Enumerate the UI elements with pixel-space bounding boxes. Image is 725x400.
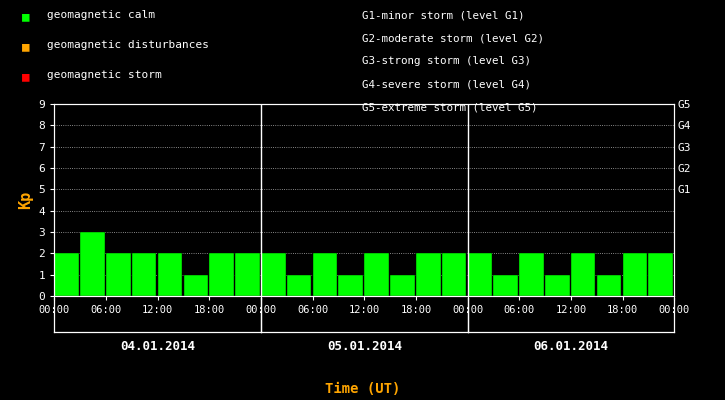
Bar xyxy=(235,253,260,296)
Bar xyxy=(390,275,415,296)
Bar xyxy=(132,253,157,296)
Text: ■: ■ xyxy=(22,40,29,53)
Y-axis label: Kp: Kp xyxy=(18,191,33,209)
Bar xyxy=(571,253,595,296)
Bar xyxy=(80,232,104,296)
Text: G2-moderate storm (level G2): G2-moderate storm (level G2) xyxy=(362,33,544,43)
Bar xyxy=(545,275,570,296)
Bar xyxy=(54,253,79,296)
Text: ■: ■ xyxy=(22,70,29,83)
Bar xyxy=(623,253,647,296)
Bar xyxy=(416,253,441,296)
Bar xyxy=(183,275,208,296)
Text: G4-severe storm (level G4): G4-severe storm (level G4) xyxy=(362,80,531,90)
Text: G5-extreme storm (level G5): G5-extreme storm (level G5) xyxy=(362,103,538,113)
Bar xyxy=(468,253,492,296)
Text: ■: ■ xyxy=(22,10,29,23)
Text: G1-minor storm (level G1): G1-minor storm (level G1) xyxy=(362,10,525,20)
Bar xyxy=(442,253,466,296)
Text: 06.01.2014: 06.01.2014 xyxy=(534,340,608,353)
Text: geomagnetic storm: geomagnetic storm xyxy=(47,70,162,80)
Bar xyxy=(494,275,518,296)
Bar xyxy=(157,253,182,296)
Bar xyxy=(648,253,673,296)
Text: geomagnetic calm: geomagnetic calm xyxy=(47,10,155,20)
Bar xyxy=(339,275,363,296)
Bar xyxy=(597,275,621,296)
Bar xyxy=(519,253,544,296)
Bar xyxy=(312,253,337,296)
Text: G3-strong storm (level G3): G3-strong storm (level G3) xyxy=(362,56,531,66)
Bar xyxy=(364,253,389,296)
Bar xyxy=(287,275,311,296)
Text: 04.01.2014: 04.01.2014 xyxy=(120,340,195,353)
Text: 05.01.2014: 05.01.2014 xyxy=(327,340,402,353)
Text: Time (UT): Time (UT) xyxy=(325,382,400,396)
Bar xyxy=(106,253,130,296)
Bar xyxy=(261,253,286,296)
Text: geomagnetic disturbances: geomagnetic disturbances xyxy=(47,40,209,50)
Bar xyxy=(210,253,234,296)
